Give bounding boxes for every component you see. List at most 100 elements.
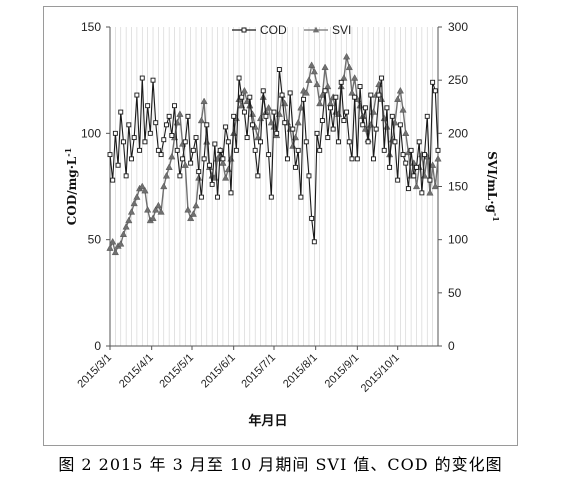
cod-point	[293, 164, 298, 170]
cod-point	[247, 94, 253, 100]
svi-point	[144, 206, 152, 213]
svi-point	[396, 86, 404, 94]
y-right-tick-label: 200	[448, 126, 468, 140]
svi-point	[203, 138, 211, 145]
cod-point	[344, 109, 350, 115]
cod-point	[328, 105, 333, 111]
svi-point	[157, 208, 165, 215]
svi-point	[200, 97, 208, 105]
cod-point	[207, 162, 212, 168]
cod-point	[330, 126, 336, 132]
svi-point	[356, 101, 364, 109]
cod-point	[322, 88, 328, 94]
cod-point	[317, 147, 323, 153]
cod-point	[435, 147, 441, 153]
cod-point	[274, 130, 280, 136]
y-left-tick-label: 100	[81, 126, 101, 140]
svi-point	[160, 182, 168, 190]
cod-point	[123, 173, 129, 179]
cod-point	[414, 164, 419, 170]
cod-point	[209, 181, 215, 187]
cod-point	[204, 122, 210, 128]
cod-point	[188, 160, 194, 166]
y-right-title-superscript: -1	[491, 213, 501, 222]
cod-point	[430, 79, 436, 85]
svi-point	[297, 103, 305, 111]
cod-point	[309, 215, 315, 221]
cod-point	[153, 120, 159, 126]
svi-point	[308, 61, 316, 68]
cod-point	[147, 130, 153, 136]
svi-point	[313, 80, 321, 88]
cod-point	[419, 190, 425, 196]
cod-point	[215, 194, 220, 200]
cod-point	[381, 147, 387, 153]
svi-point	[310, 67, 318, 75]
cod-point	[166, 113, 172, 119]
cod-point	[365, 139, 371, 145]
cod-point	[115, 162, 121, 168]
svi-point	[106, 244, 114, 251]
cod-point	[241, 109, 247, 115]
cod-point	[287, 90, 293, 96]
svi-point	[130, 199, 138, 207]
svi-point	[429, 161, 437, 168]
legend-label-cod: COD	[260, 23, 287, 37]
svi-point	[399, 106, 407, 113]
svi-point	[127, 208, 136, 215]
cod-point	[236, 75, 242, 81]
cod-point	[306, 173, 312, 179]
svi-point	[318, 91, 326, 98]
cod-point	[118, 109, 124, 115]
cod-point	[301, 96, 307, 102]
x-tick-label: 2015/5/1	[157, 352, 196, 391]
svi-point	[305, 76, 313, 83]
svi-point	[119, 230, 127, 237]
cod-point	[217, 147, 223, 153]
cod-point	[271, 109, 277, 115]
svi-point	[431, 182, 439, 190]
svi-point	[162, 172, 170, 179]
cod-point	[325, 135, 331, 141]
cod-point	[424, 113, 430, 119]
cod-point	[379, 75, 384, 81]
cod-point	[268, 194, 274, 200]
legend-label-svi: SVI	[332, 23, 351, 37]
cod-point	[145, 103, 151, 109]
svi-point	[197, 116, 205, 124]
cod-point	[411, 173, 417, 179]
x-tick-label: 2015/3/1	[75, 352, 114, 391]
cod-point	[180, 156, 186, 162]
cod-point	[190, 147, 196, 153]
svi-point	[434, 155, 442, 162]
y-right-tick-label: 150	[448, 180, 468, 194]
cod-point	[110, 177, 116, 183]
svi-point	[219, 159, 227, 166]
cod-point	[303, 139, 309, 145]
cod-point	[139, 75, 145, 81]
cod-point	[400, 152, 406, 158]
svi-point	[109, 237, 117, 245]
svi-point	[289, 142, 297, 149]
cod-point	[164, 122, 169, 128]
x-tick-label: 2015/9/1	[323, 352, 362, 391]
svi-point	[248, 110, 257, 117]
svi-point	[189, 210, 197, 217]
chart-frame	[43, 6, 518, 446]
svi-point	[165, 163, 173, 170]
svi-point	[117, 240, 125, 247]
x-tick-label: 2015/7/1	[239, 352, 278, 391]
cod-point	[338, 79, 344, 85]
svi-point	[224, 165, 232, 173]
cod-point	[131, 135, 137, 141]
cod-point	[373, 126, 379, 132]
cod-point	[384, 105, 390, 111]
cod-point	[134, 92, 140, 98]
cod-point	[319, 118, 325, 124]
svi-point	[154, 201, 162, 209]
svi-point	[125, 216, 133, 224]
svi-point	[294, 118, 302, 126]
cod-point	[182, 139, 188, 145]
y-right-tick-label: 250	[448, 73, 468, 87]
cod-point	[155, 147, 161, 153]
